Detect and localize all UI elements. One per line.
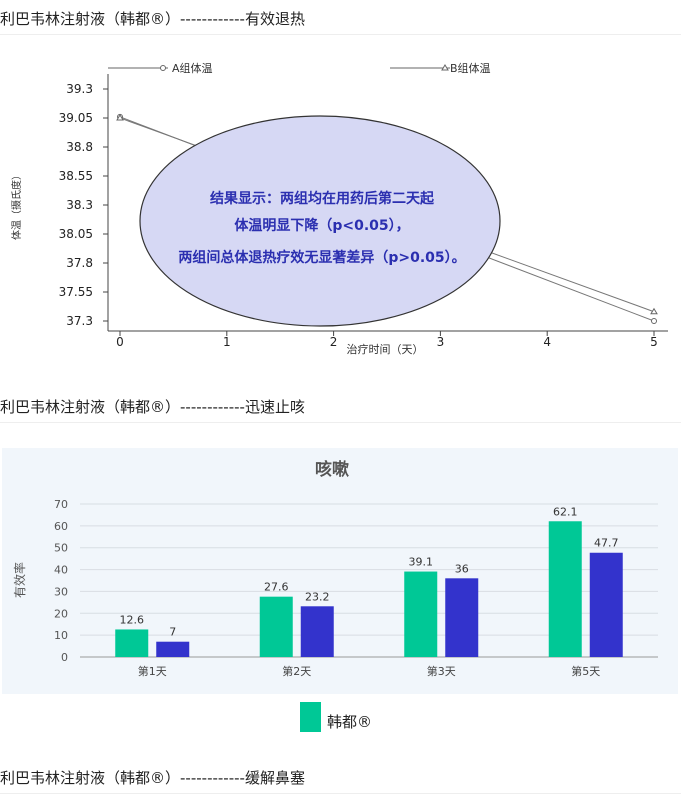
y-tick-label: 37.55 xyxy=(59,285,93,299)
y-tick-label: 38.05 xyxy=(59,227,93,241)
bar xyxy=(404,571,438,657)
x-tick-label: 1 xyxy=(223,335,231,349)
x-tick-label: 2 xyxy=(330,335,338,349)
x-tick-label: 5 xyxy=(650,335,658,349)
fever-line-chart: A组体温 B组体温 37.3 37.55 37.8 38.05 38.3 38.55 38.8 3… xyxy=(10,61,668,356)
bar xyxy=(300,606,334,657)
legend-marker-circle xyxy=(160,65,166,71)
y-tick-label: 37.3 xyxy=(66,314,93,328)
bar xyxy=(115,629,149,657)
annotation-text-3: 两组间总体退热疗效无显著差异（p>0.05）。 xyxy=(178,249,465,266)
data-label: 47.7 xyxy=(594,537,619,550)
y-tick-label: 30 xyxy=(54,585,68,598)
cough-chart-panel: 咳嗽有效率 0 10 20 30 40 50 60 70 第1天 12.6 7 第2天 27.6 23.2 第… xyxy=(2,448,678,694)
legend-label: B组体温 xyxy=(450,61,491,75)
y-tick-label: 39.05 xyxy=(59,111,93,125)
y-tick-label: 38.55 xyxy=(59,169,93,183)
x-tick-label: 第1天 xyxy=(138,664,167,678)
y-tick-label: 70 xyxy=(54,498,68,511)
data-label: 36 xyxy=(455,562,469,575)
x-tick-label: 第5天 xyxy=(571,664,600,678)
y-tick-label: 60 xyxy=(54,520,68,533)
legend-swatch xyxy=(300,702,321,732)
y-tick-label: 38.3 xyxy=(66,198,93,212)
annotation-text-2: 体温明显下降（p<0.05）， xyxy=(234,217,409,234)
y-tick-label: 39.3 xyxy=(66,82,93,96)
data-point-b xyxy=(650,307,658,315)
x-tick-label: 第3天 xyxy=(427,664,456,678)
result-ellipse xyxy=(139,115,501,327)
y-tick-label: 50 xyxy=(54,542,68,555)
data-label: 27.6 xyxy=(264,581,289,594)
bar xyxy=(589,552,623,657)
section-heading-nasal: 利巴韦林注射液（韩都®）------------缓解鼻塞 xyxy=(0,763,681,794)
y-tick-label: 10 xyxy=(54,629,68,642)
y-tick-label: 37.8 xyxy=(66,256,93,270)
cough-chart-legend: 韩都® xyxy=(300,702,372,732)
legend-label: A组体温 xyxy=(172,61,213,75)
y-tick-label: 0 xyxy=(61,651,68,664)
legend-label: 韩都® xyxy=(327,713,373,731)
chart-title: 咳嗽 xyxy=(315,459,349,480)
y-tick-label: 38.8 xyxy=(66,140,93,154)
data-point-a xyxy=(651,318,657,324)
y-axis-label: 有效率 xyxy=(12,562,27,598)
bar xyxy=(259,596,293,657)
bar xyxy=(156,641,190,657)
x-tick-label: 4 xyxy=(543,335,551,349)
y-axis-label: 体温（摄氏度） xyxy=(10,170,23,240)
y-tick-label: 20 xyxy=(54,607,68,620)
y-tick-label: 40 xyxy=(54,564,68,577)
data-label: 23.2 xyxy=(305,590,330,603)
bar xyxy=(445,578,479,657)
section-heading-cough: 利巴韦林注射液（韩都®）------------迅速止咳 xyxy=(0,392,681,423)
x-tick-label: 3 xyxy=(437,335,445,349)
x-axis-label: 治疗时间（天） xyxy=(347,342,424,356)
data-label: 12.6 xyxy=(120,613,145,626)
data-label: 7 xyxy=(169,626,176,639)
data-point-b xyxy=(116,114,124,121)
x-tick-label: 0 xyxy=(116,335,124,349)
data-label: 39.1 xyxy=(409,556,434,569)
annotation-text-1: 结果显示：两组均在用药后第二天起 xyxy=(210,190,435,207)
section-heading-fever: 利巴韦林注射液（韩都®）------------有效退热 xyxy=(0,4,681,35)
x-tick-label: 第2天 xyxy=(282,664,311,678)
bar xyxy=(548,521,582,657)
data-label: 62.1 xyxy=(553,505,578,518)
legend-marker-triangle xyxy=(441,64,449,71)
